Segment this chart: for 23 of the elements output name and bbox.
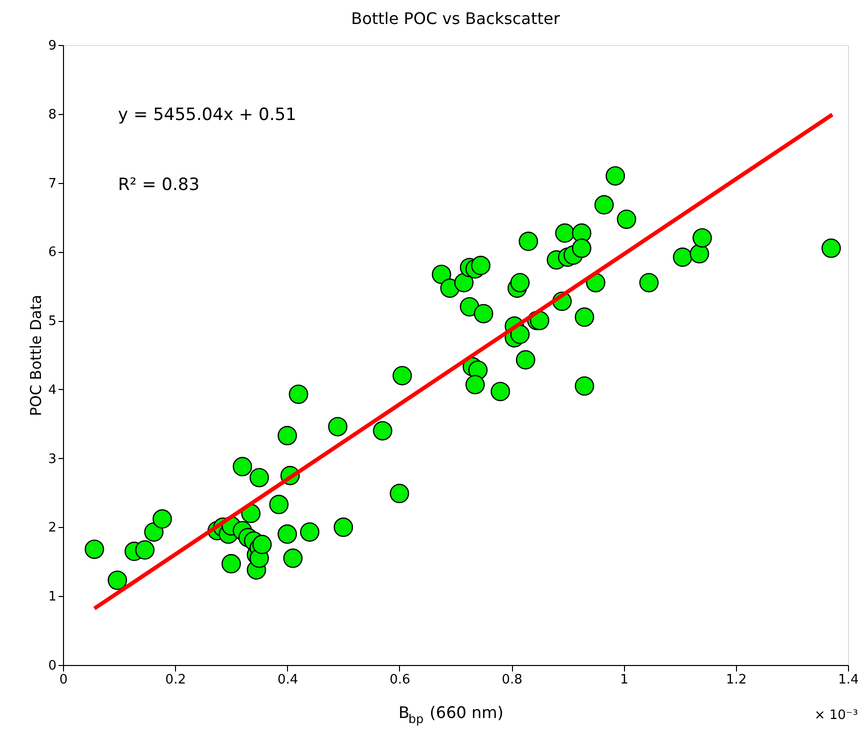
chart-title: Bottle POC vs Backscatter (351, 9, 560, 28)
x-tick-label: 0.6 (390, 672, 410, 688)
annotation: R² = 0.83 (118, 175, 200, 195)
x-tick-label: 0 (59, 672, 68, 688)
y-tick-label: 7 (48, 176, 56, 192)
annotation: y = 5455.04x + 0.51 (118, 105, 296, 125)
y-tick-label: 9 (48, 38, 56, 54)
x-tick-label: 1.4 (838, 672, 859, 688)
y-tick-label: 8 (48, 107, 56, 122)
y-tick-label: 0 (48, 658, 56, 674)
y-tick-label: 1 (48, 590, 56, 605)
y-tick-label: 3 (48, 452, 56, 467)
y-tick-label: 2 (48, 520, 56, 536)
x-tick-label: 0.4 (277, 672, 298, 688)
x-tick-label: 0.2 (165, 672, 186, 688)
x-tick-label: 0.8 (502, 672, 522, 688)
y-axis-title: POC Bottle Data (27, 294, 46, 416)
x-tick-label: 1 (620, 672, 628, 688)
text: × 10⁻³ (814, 708, 858, 723)
y-tick-label: 6 (48, 245, 56, 260)
y-tick-label: 4 (48, 382, 56, 398)
x-tick-label: 1.2 (726, 672, 747, 688)
y-tick-label: 5 (48, 314, 56, 330)
